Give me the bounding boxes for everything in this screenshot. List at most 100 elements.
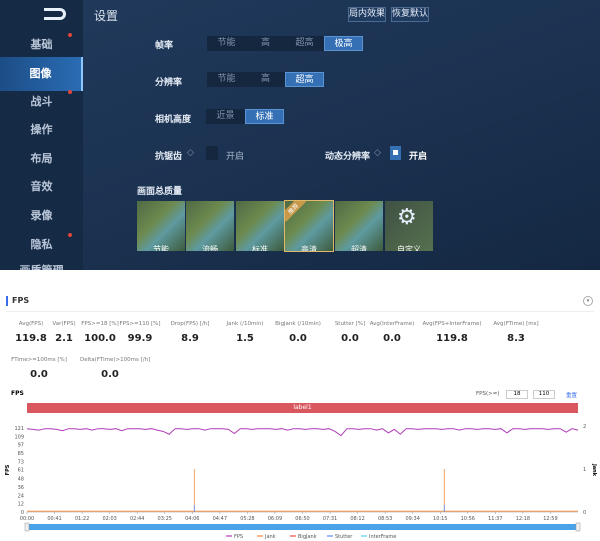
x-tick-label: 04:47	[213, 516, 227, 522]
legend-item[interactable]: Stutter	[335, 534, 353, 540]
y-tick-label: 97	[18, 443, 24, 449]
frame-rate-selector: 节能 高 超高 极高	[207, 36, 363, 51]
stat-label: Stutter [%]	[334, 321, 366, 327]
y-tick-label: 61	[18, 468, 24, 474]
preset-label: 节能	[153, 245, 169, 251]
stat-item: Stutter [%] 0.0	[320, 321, 380, 344]
frame-rate-label: 帧率	[155, 41, 174, 51]
help-icon[interactable]: ◇	[374, 148, 381, 158]
threshold-min-input[interactable]: 18	[506, 390, 528, 399]
y-tick-label: 73	[18, 459, 24, 465]
stat-item: FPS>=18 [%] 100.0	[70, 321, 130, 344]
stat-item: Jank (/10min) 1.5	[215, 321, 275, 344]
stat-label: Avg(FPS)	[18, 321, 44, 327]
stat-label: Avg(FPS+InterFrame)	[422, 321, 482, 327]
reset-link[interactable]: 重置	[566, 393, 578, 399]
preset-label: 流畅	[202, 245, 218, 251]
slider-handle-left[interactable]	[24, 522, 30, 532]
sidebar-item-6[interactable]: 录像	[0, 207, 83, 223]
legend-item[interactable]: BigJank	[298, 534, 317, 540]
antialias-checkbox[interactable]	[206, 146, 218, 160]
camera-height-label: 相机高度	[155, 115, 192, 125]
sidebar-item-label: 布局	[30, 152, 53, 165]
sidebar-item-2[interactable]: 战斗	[0, 93, 83, 109]
stat-label: Delta(FTime)>100ms [/h]	[80, 357, 151, 363]
frame_rate-option[interactable]: 超高	[295, 38, 314, 48]
notification-dot	[68, 90, 72, 94]
frame_rate-option[interactable]: 极高	[324, 36, 363, 51]
x-tick-label: 06:50	[295, 516, 309, 522]
sidebar-item-5[interactable]: 音效	[0, 178, 83, 194]
y-tick-label: 12	[18, 502, 24, 508]
camera-option[interactable]: 近景	[216, 111, 235, 121]
quality-preset-4[interactable]: 超清	[335, 201, 383, 251]
page-title: 设置	[94, 9, 119, 23]
stat-value: 0.0	[289, 333, 307, 344]
preset-label: 自定义	[397, 245, 421, 251]
divider	[6, 311, 594, 312]
legend-item[interactable]: Jank	[264, 534, 276, 540]
stat-value: 0.0	[341, 333, 359, 344]
stat-item: FPS>=110 [%] 99.9	[110, 321, 170, 344]
x-tick-label: 02:03	[102, 516, 116, 522]
legend-item[interactable]: FPS	[234, 534, 243, 540]
sidebar-item-label: 基础	[30, 38, 53, 51]
y-tick-label: 0	[21, 510, 24, 516]
y-tick-label: 109	[14, 434, 24, 440]
resolution-option[interactable]: 超高	[285, 72, 324, 87]
dynamic-resolution-checkbox[interactable]	[390, 146, 401, 160]
y2-tick-label: 1	[583, 467, 586, 473]
y-axis-label: FPS	[5, 464, 11, 475]
sidebar-item-3[interactable]: 操作	[0, 121, 83, 137]
notification-dot	[68, 33, 72, 37]
collapse-icon[interactable]: ▾	[583, 296, 593, 306]
stat-value: 119.8	[436, 333, 468, 344]
resolution-label: 分辨率	[155, 78, 183, 88]
legend-item[interactable]: InterFrame	[369, 534, 396, 540]
antialias-label: 抗锯齿	[155, 152, 183, 162]
camera-option[interactable]: 标准	[245, 109, 284, 124]
stat-value: 2.1	[55, 333, 73, 344]
camera-height-selector: 近景 标准	[206, 109, 284, 124]
y-tick-label: 85	[18, 451, 24, 457]
quality-preset-0[interactable]: 节能	[137, 201, 185, 251]
label-bar[interactable]: label1	[27, 403, 578, 413]
stat-label: Drop(FPS) [/h]	[170, 321, 210, 327]
y-tick-label: 121	[14, 426, 24, 432]
x-tick-label: 00:41	[47, 516, 61, 522]
y-tick-label: 36	[18, 485, 24, 491]
x-tick-label: 08:53	[378, 516, 392, 522]
in-game-effect-button[interactable]: 局内效果	[348, 7, 386, 22]
sidebar-item-4[interactable]: 布局	[0, 150, 83, 166]
resolution-option[interactable]: 节能	[217, 74, 236, 84]
y-tick-label: 48	[18, 477, 24, 483]
notification-dot	[68, 233, 72, 237]
restore-default-button[interactable]: 恢复默认	[391, 7, 429, 22]
sidebar-item-7[interactable]: 隐私	[0, 236, 83, 252]
dynamic-resolution-toggle-label: 开启	[409, 152, 428, 162]
help-icon[interactable]: ◇	[187, 148, 194, 158]
sidebar-item-1[interactable]: 图像	[0, 57, 83, 91]
sidebar-item-label: 战斗	[30, 95, 53, 108]
frame_rate-option[interactable]: 节能	[217, 38, 236, 48]
sidebar-item-8[interactable]: 画质管理	[0, 262, 83, 270]
settings-sidebar: 基础图像战斗操作布局音效录像隐私画质管理	[0, 0, 83, 270]
stat-label: FPS>=110 [%]	[119, 321, 161, 327]
x-tick-label: 12:18	[516, 516, 530, 522]
threshold-max-input[interactable]: 110	[533, 390, 555, 399]
quality-preset-3[interactable]: 推荐 高清	[284, 200, 334, 252]
quality-preset-5[interactable]: ⚙ 自定义	[385, 201, 433, 251]
slider-handle-right[interactable]	[575, 522, 581, 532]
stat-item: Avg(FTime) [ms] 8.3	[486, 321, 546, 344]
quality-preset-1[interactable]: 流畅	[186, 201, 234, 251]
quality-preset-2[interactable]: 标准	[236, 201, 284, 251]
frame_rate-option[interactable]: 高	[260, 38, 270, 48]
stat-item: Avg(FPS+InterFrame) 119.8	[422, 321, 482, 344]
recommended-badge: 推荐	[285, 201, 307, 222]
sidebar-item-0[interactable]: 基础	[0, 36, 83, 52]
zoom-slider[interactable]	[27, 524, 578, 530]
back-icon[interactable]	[44, 8, 66, 20]
x-tick-label: 02:44	[130, 516, 144, 522]
resolution-option[interactable]: 高	[260, 74, 270, 84]
